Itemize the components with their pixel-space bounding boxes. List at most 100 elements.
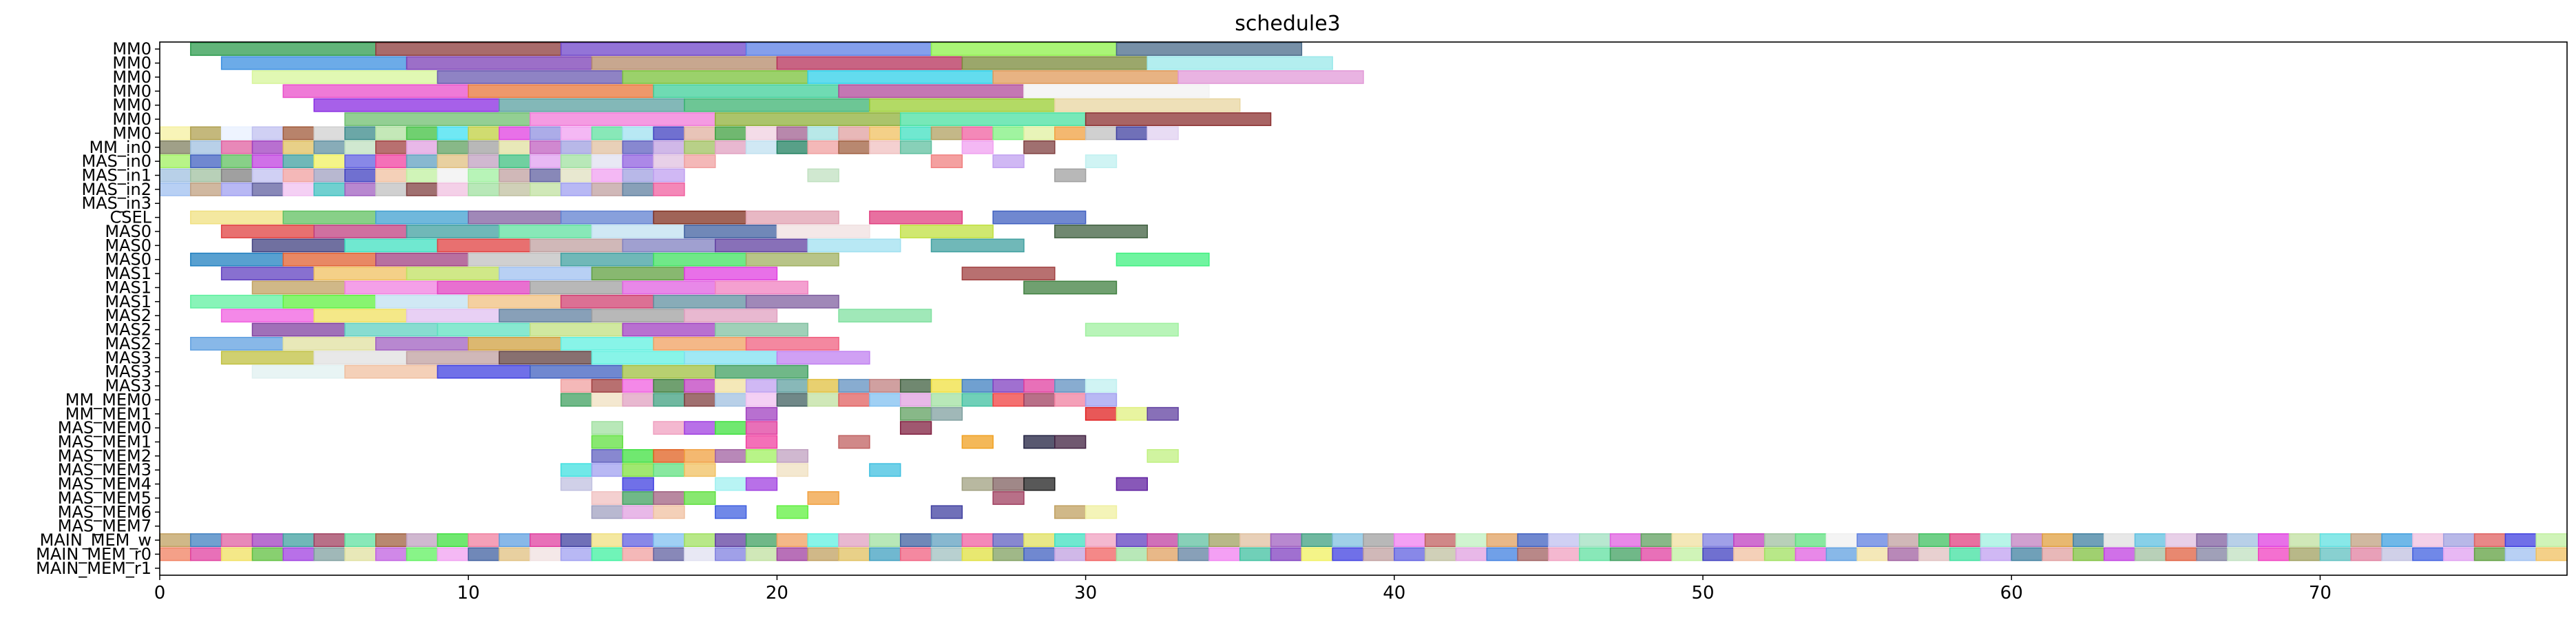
task-bar (1949, 533, 1982, 547)
task-bar (622, 154, 654, 169)
task-bar (560, 337, 654, 351)
task-bar (2073, 547, 2105, 561)
x-tick-label: 30 (1074, 583, 1097, 603)
task-bar (653, 168, 685, 183)
task-bar (406, 56, 593, 70)
y-tick-label: MAS_in0 (81, 152, 151, 171)
task-bar (591, 351, 685, 365)
task-bar (530, 364, 624, 379)
task-bar (468, 533, 500, 547)
task-bar (622, 70, 808, 84)
y-tick-label: MAS3 (105, 348, 151, 367)
task-bar (715, 322, 808, 337)
y-tick-label: MAS_in2 (81, 180, 151, 199)
task-bar (560, 547, 593, 561)
task-bar (869, 547, 901, 561)
y-tick-label: MM_MEM0 (65, 390, 151, 409)
y-tick-label: MM0 (112, 81, 151, 101)
task-bar (930, 533, 963, 547)
task-bar (745, 477, 778, 491)
task-bar (251, 154, 284, 169)
y-tick-label: MAS0 (105, 250, 151, 269)
task-bar (622, 547, 654, 561)
task-bar (1054, 547, 1087, 561)
task-bar (437, 154, 469, 169)
task-bar (251, 140, 284, 154)
task-bar (2196, 533, 2228, 547)
task-bar (251, 322, 346, 337)
task-bar (992, 70, 1179, 84)
task-bar (899, 225, 994, 238)
task-bar (282, 294, 377, 309)
task-bar (313, 154, 346, 169)
task-bar (1702, 533, 1735, 547)
task-bar (745, 406, 778, 421)
task-bar (1085, 379, 1118, 393)
task-bar (190, 168, 222, 183)
y-tick-label: MAS1 (105, 292, 151, 311)
task-bar (1825, 547, 1858, 561)
task-bar (653, 533, 685, 547)
task-bar (1116, 406, 1149, 421)
task-bar (1146, 448, 1179, 463)
task-bar (715, 140, 747, 154)
task-bar (437, 322, 531, 337)
task-bar (591, 154, 624, 169)
task-bar (899, 393, 932, 407)
y-tick-label: MAS2 (105, 334, 151, 353)
task-bar (684, 225, 778, 238)
task-bar (344, 547, 377, 561)
task-bar (1270, 547, 1303, 561)
task-bar (406, 267, 500, 280)
task-bar (653, 140, 685, 154)
task-bar (2288, 547, 2321, 561)
task-bar (220, 140, 253, 154)
task-bar (745, 393, 778, 407)
task-bar (899, 379, 932, 393)
task-bar (622, 126, 654, 141)
y-tick-label: MM0 (112, 54, 151, 73)
task-bar (2473, 547, 2506, 561)
y-tick-label: MAS3 (105, 362, 151, 382)
y-tick-label: MM0 (112, 96, 151, 115)
task-bar (930, 393, 963, 407)
task-bar (745, 421, 778, 435)
x-tick-label: 40 (1383, 583, 1405, 603)
task-bar (220, 351, 315, 365)
task-bar (313, 547, 346, 561)
task-bar (2165, 547, 2197, 561)
task-bar (1085, 126, 1118, 141)
task-bar (406, 309, 500, 323)
task-bar (715, 477, 747, 491)
task-bar (591, 379, 624, 393)
task-bar (344, 238, 439, 253)
task-bar (807, 140, 839, 154)
task-bar (838, 393, 870, 407)
task-bar (468, 337, 562, 351)
task-bar (251, 168, 284, 183)
task-bar (282, 337, 377, 351)
task-bar (2042, 547, 2074, 561)
task-bar (992, 393, 1025, 407)
task-bar (653, 547, 685, 561)
task-bar (992, 126, 1025, 141)
task-bar (776, 463, 808, 477)
task-bar (437, 238, 531, 253)
task-bar (499, 182, 531, 196)
task-bar (344, 126, 377, 141)
task-bar (684, 393, 716, 407)
task-bar (375, 42, 562, 56)
task-bar (684, 448, 716, 463)
task-bar (745, 140, 778, 154)
task-bar (1116, 42, 1303, 56)
task-bar (437, 533, 469, 547)
y-tick-label: MAS_MEM5 (58, 488, 151, 508)
task-bar (684, 421, 716, 435)
task-bar (899, 533, 932, 547)
task-bar (344, 533, 377, 547)
task-bar (653, 421, 685, 435)
task-bar (499, 309, 593, 323)
task-bar (807, 168, 839, 183)
task-bar (560, 379, 593, 393)
task-bar (499, 533, 531, 547)
